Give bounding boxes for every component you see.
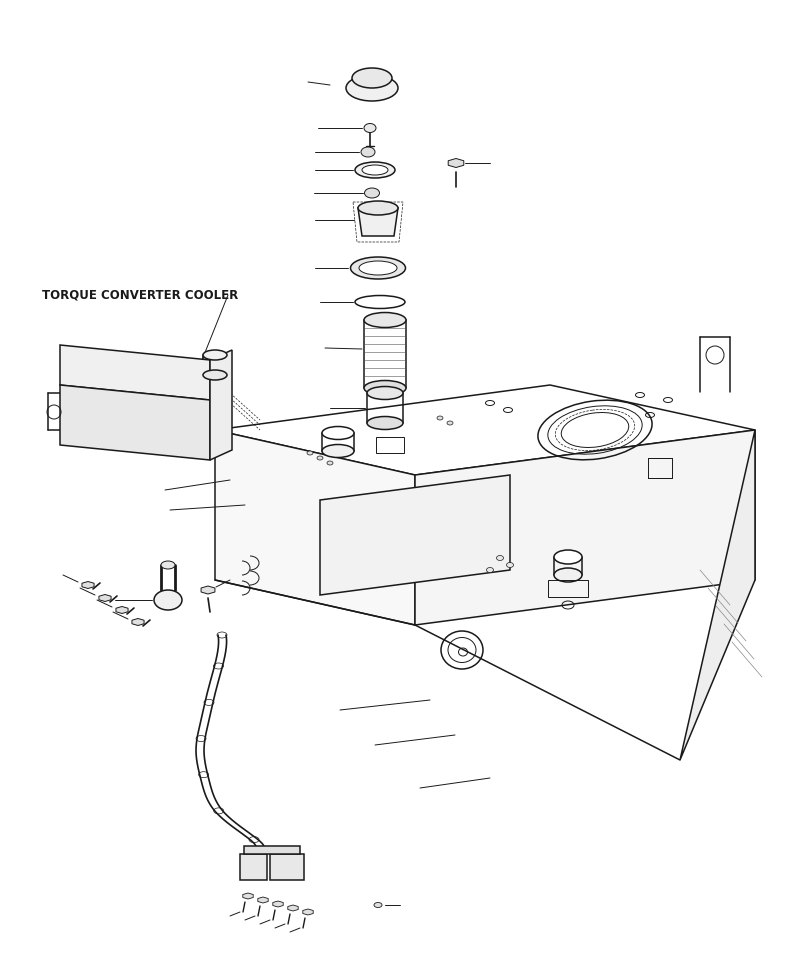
- Ellipse shape: [367, 386, 403, 400]
- Polygon shape: [320, 475, 510, 595]
- Polygon shape: [240, 854, 267, 880]
- Ellipse shape: [322, 427, 354, 439]
- Polygon shape: [270, 854, 304, 880]
- Polygon shape: [243, 893, 253, 899]
- Ellipse shape: [554, 550, 582, 564]
- Ellipse shape: [352, 68, 392, 88]
- Polygon shape: [448, 159, 464, 167]
- Polygon shape: [60, 385, 210, 460]
- Ellipse shape: [203, 350, 227, 360]
- Polygon shape: [99, 595, 111, 602]
- Polygon shape: [82, 581, 94, 588]
- Ellipse shape: [486, 568, 493, 573]
- Polygon shape: [215, 385, 755, 475]
- Ellipse shape: [367, 416, 403, 430]
- Polygon shape: [210, 350, 232, 460]
- Ellipse shape: [327, 461, 333, 465]
- Polygon shape: [132, 619, 144, 626]
- Ellipse shape: [362, 165, 388, 175]
- Ellipse shape: [355, 162, 395, 178]
- Ellipse shape: [374, 902, 382, 907]
- Ellipse shape: [358, 201, 398, 215]
- Ellipse shape: [203, 370, 227, 380]
- Ellipse shape: [154, 590, 182, 610]
- Ellipse shape: [364, 188, 379, 198]
- Text: TORQUE CONVERTER COOLER: TORQUE CONVERTER COOLER: [42, 288, 238, 302]
- Ellipse shape: [351, 257, 406, 279]
- Polygon shape: [244, 846, 300, 854]
- Polygon shape: [415, 430, 755, 625]
- Polygon shape: [215, 430, 415, 625]
- Ellipse shape: [359, 261, 397, 275]
- Ellipse shape: [364, 381, 406, 396]
- Polygon shape: [60, 345, 210, 400]
- Ellipse shape: [361, 147, 375, 157]
- Ellipse shape: [497, 555, 504, 560]
- Polygon shape: [680, 430, 755, 760]
- Polygon shape: [116, 606, 128, 613]
- Ellipse shape: [317, 456, 323, 460]
- Ellipse shape: [554, 568, 582, 582]
- Polygon shape: [358, 208, 398, 236]
- Ellipse shape: [322, 445, 354, 457]
- Polygon shape: [303, 909, 313, 915]
- Ellipse shape: [307, 451, 313, 455]
- Polygon shape: [272, 901, 284, 907]
- Ellipse shape: [346, 75, 398, 101]
- Ellipse shape: [437, 416, 443, 420]
- Polygon shape: [287, 905, 299, 911]
- Ellipse shape: [364, 312, 406, 328]
- Polygon shape: [201, 586, 215, 594]
- Ellipse shape: [161, 561, 175, 569]
- Ellipse shape: [447, 421, 453, 425]
- Polygon shape: [258, 897, 268, 903]
- Ellipse shape: [507, 562, 513, 568]
- Ellipse shape: [364, 124, 376, 133]
